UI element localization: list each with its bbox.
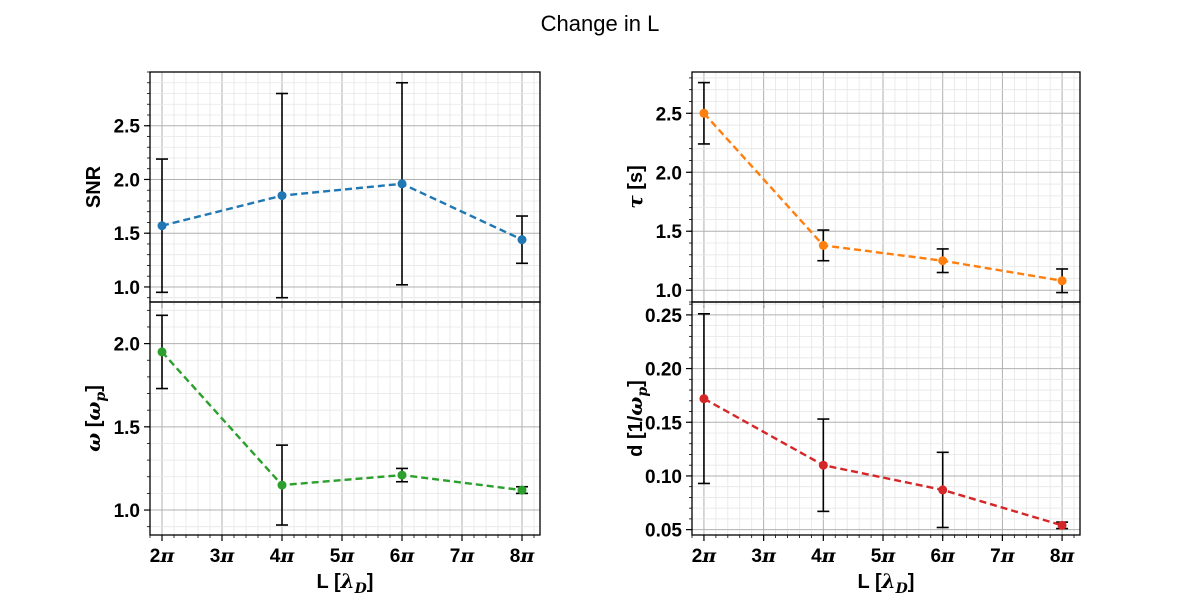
x-tick-label: 2π bbox=[150, 545, 176, 567]
x-tick-label: 3π bbox=[210, 545, 236, 567]
y-axis-label: SNR bbox=[83, 165, 105, 208]
x-tick-label: 5π bbox=[871, 545, 897, 567]
figure-title: Change in L bbox=[541, 11, 660, 36]
series-line bbox=[703, 397, 1063, 527]
y-axis-label: τ [s] bbox=[623, 165, 647, 208]
y-tick-label: 0.05 bbox=[645, 521, 682, 542]
panel-tau: 1.0 1.5 2.0 2.5 τ [s] bbox=[623, 71, 1081, 308]
data-point bbox=[397, 179, 407, 189]
data-point bbox=[818, 460, 828, 470]
data-point bbox=[699, 394, 709, 404]
data-point bbox=[157, 347, 167, 357]
data-point bbox=[818, 240, 828, 250]
x-axis-label: L [λD​] bbox=[317, 569, 374, 597]
x-tick-label: 7π bbox=[990, 545, 1016, 567]
x-tick-label: 4π bbox=[811, 545, 837, 567]
plots: 1.0 1.5 2.0 2.5 SNR 1.0 1.5 2.0 2.5 τ [s] 1.0 1.5 2.… bbox=[81, 71, 1081, 597]
data-point bbox=[938, 256, 948, 266]
grid bbox=[149, 71, 540, 302]
axes-frame bbox=[149, 71, 541, 303]
axes-frame bbox=[149, 301, 541, 536]
x-tick-label: 4π bbox=[270, 545, 296, 567]
y-tick-label: 0.20 bbox=[645, 360, 682, 381]
x-tick-label: 6π bbox=[930, 545, 956, 567]
data-point bbox=[938, 485, 948, 495]
x-tick-label: 6π bbox=[390, 545, 416, 567]
x-tick-label: 2π bbox=[692, 545, 718, 567]
data-point bbox=[517, 235, 527, 245]
y-tick-label: 0.10 bbox=[645, 467, 682, 488]
data-point bbox=[397, 470, 407, 480]
y-axis-label: d [1/ωp​] bbox=[623, 380, 651, 457]
y-tick-label: 2.0 bbox=[114, 335, 140, 356]
grid bbox=[691, 72, 1080, 303]
y-tick-label: 1.0 bbox=[114, 501, 140, 522]
series-line bbox=[703, 112, 1063, 282]
y-tick-label: 1.5 bbox=[114, 224, 141, 245]
y-tick-label: 2.5 bbox=[656, 104, 683, 125]
axes-frame bbox=[691, 301, 1081, 536]
data-point bbox=[277, 191, 287, 201]
data-point bbox=[277, 480, 287, 490]
grid bbox=[149, 302, 540, 535]
series-line bbox=[161, 351, 523, 492]
data-point bbox=[699, 108, 709, 118]
axes-frame bbox=[691, 71, 1081, 303]
x-tick-label: 3π bbox=[751, 545, 777, 567]
y-tick-label: 0.15 bbox=[645, 413, 682, 434]
x-tick-label: 5π bbox=[330, 545, 356, 567]
data-point bbox=[517, 485, 527, 495]
grid bbox=[691, 302, 1080, 535]
panel-omega: 1.0 1.5 2.0 2π 3π 4π 5π 6π 7π 8π ω [ωp​] L [λD​] bbox=[81, 301, 541, 597]
data-point bbox=[157, 221, 167, 231]
y-tick-label: 1.5 bbox=[656, 222, 683, 243]
series-line bbox=[161, 182, 523, 241]
y-tick-label: 1.0 bbox=[114, 278, 140, 299]
data-point bbox=[1057, 276, 1067, 286]
y-tick-label: 2.0 bbox=[656, 163, 682, 184]
y-tick-label: 1.5 bbox=[114, 418, 141, 439]
panel-snr: 1.0 1.5 2.0 2.5 SNR bbox=[83, 71, 541, 308]
data-point bbox=[1057, 520, 1067, 530]
panel-d: 0.05 0.10 0.15 0.20 0.25 2π 3π 4π 5π 6π 7π 8π d [1/ω… bbox=[623, 301, 1081, 597]
y-tick-label: 0.25 bbox=[645, 306, 682, 327]
x-axis-label: L [λD​] bbox=[858, 569, 915, 597]
x-tick-label: 8π bbox=[510, 545, 536, 567]
x-tick-label: 7π bbox=[450, 545, 476, 567]
y-tick-label: 2.0 bbox=[114, 170, 140, 191]
y-axis-label: ω [ωp​] bbox=[81, 385, 109, 452]
y-tick-label: 1.0 bbox=[656, 281, 682, 302]
x-tick-label: 8π bbox=[1050, 545, 1076, 567]
y-tick-label: 2.5 bbox=[114, 117, 141, 138]
